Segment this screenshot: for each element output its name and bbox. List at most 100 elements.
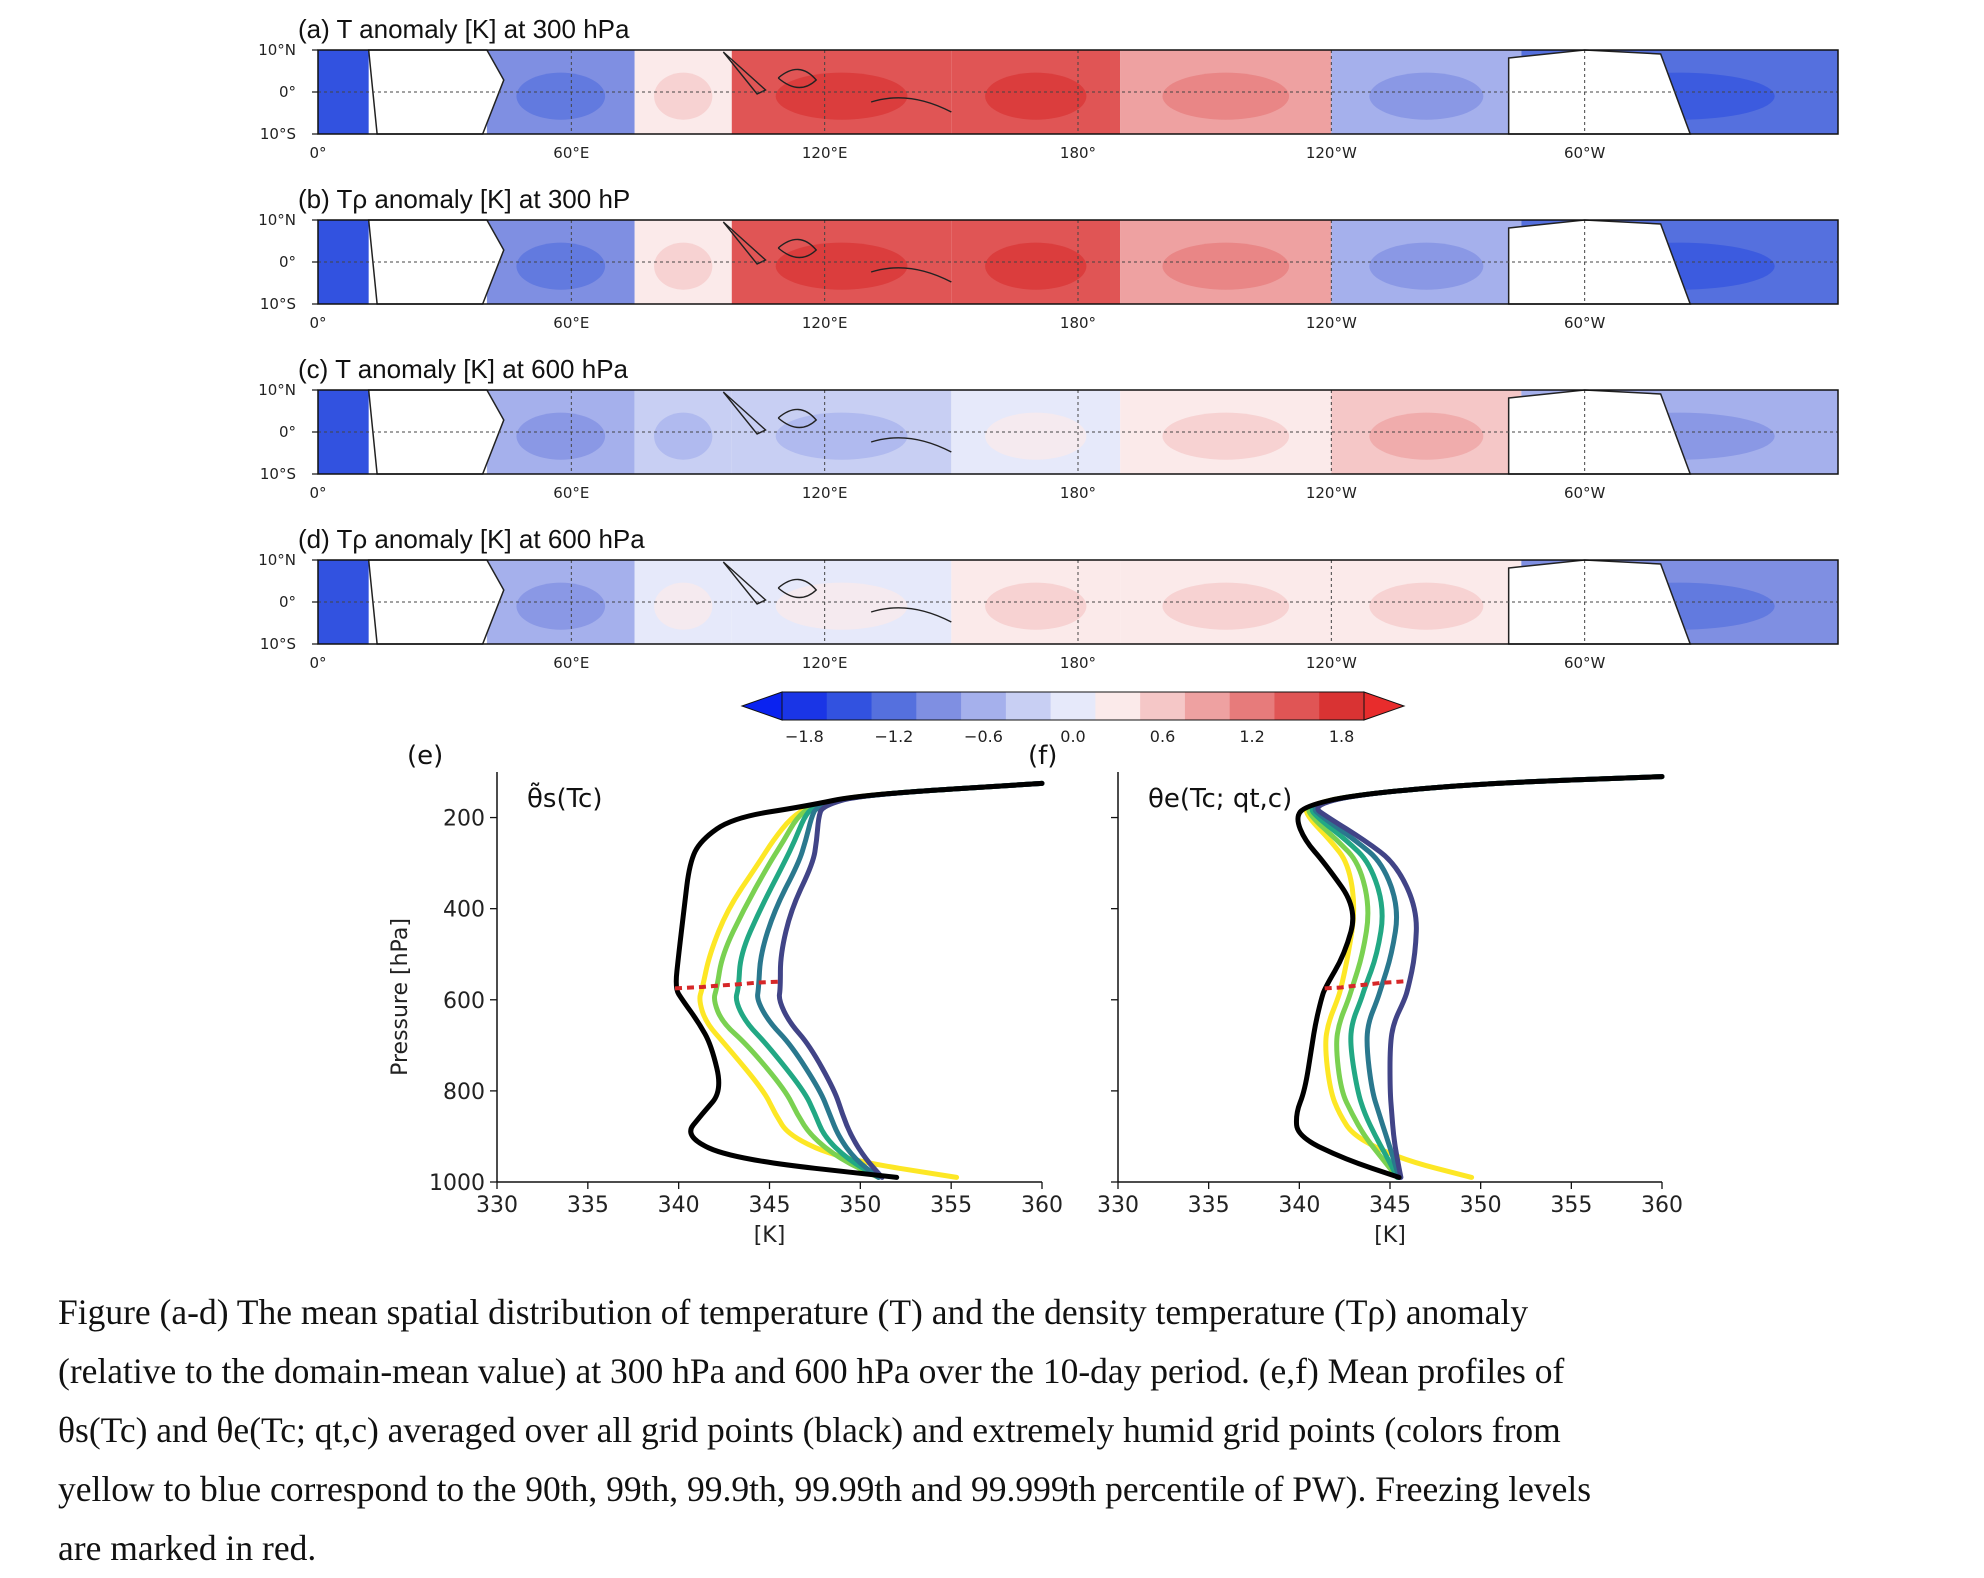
map-cell (985, 582, 1087, 630)
series-line (776, 780, 1045, 1180)
africa-coastline (367, 559, 505, 645)
series-line (1309, 774, 1665, 1180)
x-tick-label: 350 (1460, 1193, 1502, 1218)
x-tick-label: 350 (839, 1193, 881, 1218)
x-tick-label: 340 (658, 1193, 700, 1218)
map-cell (654, 582, 713, 630)
new-guinea-coastline (870, 267, 952, 283)
panel-title-f: θe(Tc; qt,c) (1148, 784, 1292, 814)
lon-tick-label: 120°W (1306, 484, 1357, 502)
map-cell (1369, 72, 1484, 120)
lat-tick-label: 10°S (260, 125, 296, 143)
x-tick-label: 345 (749, 1193, 791, 1218)
colorbar-segment (961, 692, 1007, 720)
new-guinea-coastline (870, 437, 952, 453)
y-tick-label: 200 (443, 807, 485, 832)
map-cell (775, 72, 908, 120)
map-cell (654, 412, 713, 460)
panel-label-f: (f) (1028, 741, 1057, 771)
map-cell (654, 242, 713, 290)
lon-tick-label: 60°W (1564, 654, 1606, 672)
new-guinea-coastline (870, 607, 952, 623)
figure-canvas: (a) T anomaly [K] at 300 hPa10°N0°10°S0°… (258, 14, 1839, 1248)
y-tick-label: 400 (443, 898, 485, 923)
sumatra-coastline (722, 391, 767, 435)
new-guinea-coastline (870, 97, 952, 113)
x-axis-label: [K] (754, 1223, 786, 1248)
sumatra-coastline (722, 221, 767, 265)
colorbar-segment (1140, 692, 1186, 720)
map-cell (1162, 412, 1290, 460)
borneo-coastline (777, 238, 818, 259)
colorbar-segment (871, 692, 917, 720)
colorbar-tick-label: −1.2 (874, 727, 913, 746)
x-tick-label: 340 (1278, 1193, 1320, 1218)
colorbar-segment (782, 692, 828, 720)
x-tick-label: 335 (1188, 1193, 1230, 1218)
map-cell (1162, 72, 1290, 120)
map-cell (1162, 582, 1290, 630)
lat-tick-label: 0° (279, 593, 296, 611)
lon-tick-label: 60°W (1564, 484, 1606, 502)
lon-tick-label: 180° (1060, 654, 1096, 672)
borneo-coastline (777, 68, 818, 89)
colorbar-segment (1184, 692, 1231, 720)
lon-tick-label: 120°E (802, 144, 848, 162)
lat-tick-label: 10°S (260, 635, 296, 653)
y-axis-label: Pressure [hPa] (388, 918, 413, 1076)
colorbar-segment (1095, 692, 1141, 720)
map-cell (985, 72, 1087, 120)
lat-tick-label: 10°S (260, 295, 296, 313)
lon-tick-label: 120°E (802, 654, 848, 672)
africa-coastline (367, 389, 505, 475)
map-cell (985, 412, 1087, 460)
caption-line-1: Figure (a-d) The mean spatial distributi… (58, 1292, 1529, 1332)
caption-line-5: are marked in red. (58, 1528, 317, 1568)
lat-tick-label: 10°N (258, 41, 296, 59)
lon-tick-label: 120°E (802, 314, 848, 332)
x-tick-label: 330 (1097, 1193, 1139, 1218)
map-cell (1162, 242, 1290, 290)
x-tick-label: 345 (1369, 1193, 1411, 1218)
lon-tick-label: 60°E (553, 314, 589, 332)
freezing-level-line (1324, 979, 1409, 991)
y-tick-label: 1000 (429, 1171, 485, 1196)
figure-caption: Figure (a-d) The mean spatial distributi… (58, 1283, 1958, 1578)
colorbar-extend-max (1363, 691, 1406, 721)
caption-line-3: θs(Tc) and θe(Tc; qt,c) averaged over al… (58, 1410, 1561, 1450)
lat-tick-label: 0° (279, 423, 296, 441)
panel-title-c: (c) T anomaly [K] at 600 hPa (298, 354, 629, 384)
colorbar-tick-label: −1.8 (785, 727, 824, 746)
colorbar-tick-label: −0.6 (964, 727, 1003, 746)
lon-tick-label: 60°W (1564, 144, 1606, 162)
map-cell (775, 242, 908, 290)
map-cell (654, 72, 713, 120)
lon-tick-label: 120°E (802, 484, 848, 502)
lat-tick-label: 10°N (258, 551, 296, 569)
africa-coastline (367, 49, 505, 135)
panel-title-e: θ̃s(Tc) (527, 781, 603, 814)
profile-panel-e: 330 335 340 345 350 355 360 [K] 200 400 600 800 1000… (388, 741, 1063, 1248)
x-tick-label: 355 (930, 1193, 972, 1218)
colorbar-segment (1005, 692, 1052, 720)
colorbar-segment (1229, 692, 1275, 720)
map-cell (775, 582, 908, 630)
lon-tick-label: 0° (309, 484, 326, 502)
colorbar-extend-min (740, 691, 783, 721)
lon-tick-label: 120°W (1306, 314, 1357, 332)
caption-line-2: (relative to the domain-mean value) at 3… (58, 1351, 1565, 1391)
lat-tick-label: 0° (279, 83, 296, 101)
map-cell (516, 72, 606, 120)
colorbar-frame (781, 691, 1365, 721)
colorbar-segment (916, 692, 962, 720)
series-line (673, 780, 1045, 1180)
lon-tick-label: 0° (309, 314, 326, 332)
colorbar: −1.8 −1.2 −0.6 0.0 0.6 1.2 1.8 (740, 691, 1406, 746)
south-america-landmass (1507, 49, 1692, 135)
south-america-landmass (1507, 389, 1692, 475)
lon-tick-label: 180° (1060, 144, 1096, 162)
series-line (1293, 774, 1665, 1180)
caption-line-4: yellow to blue correspond to the 90th, 9… (58, 1469, 1592, 1509)
